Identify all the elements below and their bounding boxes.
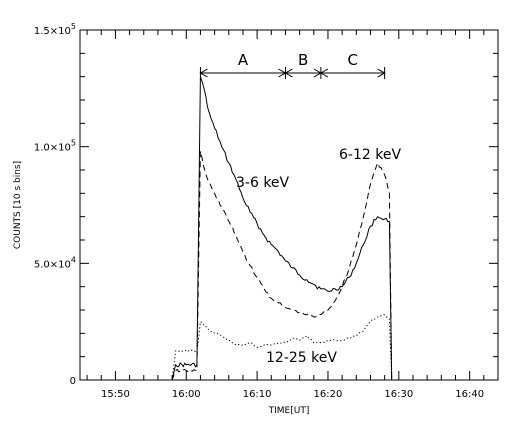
x-tick-label: 16:20	[314, 389, 343, 400]
x-tick-label: 16:10	[243, 389, 272, 400]
x-tick-label: 16:30	[384, 389, 413, 400]
y-tick-label: 1.5×105	[34, 22, 76, 37]
y-axis-ticks: 0 5.0×104 1.0×105 1.5×105	[34, 22, 498, 387]
x-tick-label: 16:00	[172, 389, 201, 400]
series-label-6-12-kev: 6-12 keV	[339, 147, 401, 163]
y-axis-title: COUNTS [10 s bins]	[13, 161, 23, 249]
phase-markers: A B C	[199, 51, 386, 79]
series-label-3-6-kev: 3-6 keV	[236, 175, 290, 191]
phase-label-b: B	[298, 51, 308, 69]
phase-label-a: A	[238, 51, 249, 69]
series-line-3-6-kev	[171, 76, 393, 381]
plot-frame	[79, 29, 499, 381]
y-tick-label: 5.0×104	[34, 255, 76, 270]
x-tick-label: 15:50	[101, 389, 130, 400]
series-line-12-25-kev	[171, 314, 393, 381]
series-label-12-25-kev: 12-25 keV	[266, 350, 337, 366]
x-axis-title: TIME[UT]	[268, 406, 310, 416]
y-tick-label: 1.0×105	[34, 139, 76, 154]
y-tick-label: 0	[70, 376, 76, 387]
x-tick-label: 16:40	[455, 389, 484, 400]
series-line-6-12-kev	[171, 151, 393, 381]
series-lines	[171, 76, 393, 381]
x-axis-ticks: 15:50 16:00 16:10 16:20 16:30 16:40	[86, 30, 499, 400]
phase-label-c: C	[348, 51, 358, 69]
